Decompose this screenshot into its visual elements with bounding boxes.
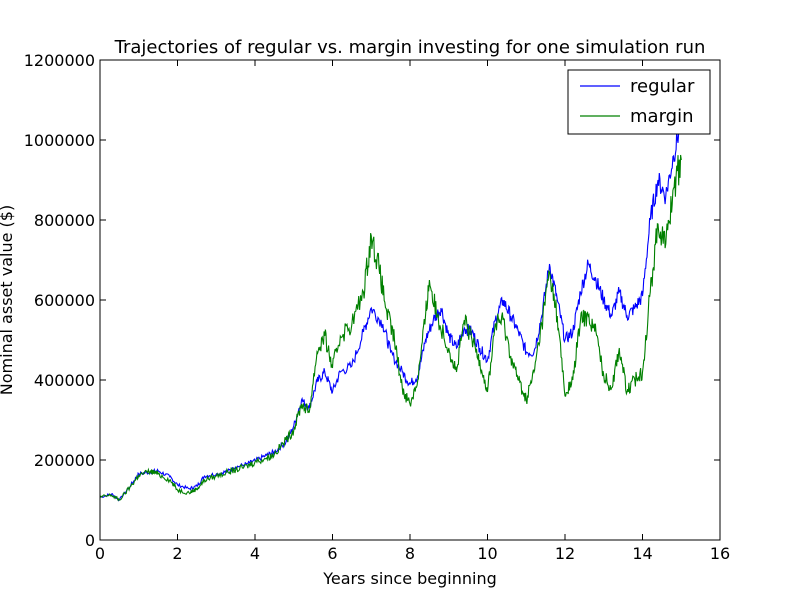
x-axis-label: Years since beginning [322,569,497,588]
y-tick-label: 1200000 [24,51,95,70]
x-tick-label: 16 [710,544,730,563]
legend-label-margin: margin [630,106,693,127]
legend-label-regular: regular [630,76,695,97]
legend-box [567,69,711,135]
x-tick-label: 8 [405,544,415,563]
y-axis-label: Nominal asset value ($) [0,205,16,395]
series-layer [99,110,682,502]
y-tick-label: 1000000 [24,131,95,150]
y-tick-label: 0 [85,531,95,550]
x-tick-label: 0 [95,544,105,563]
chart-title: Trajectories of regular vs. margin inves… [114,37,706,58]
x-tick-label: 6 [327,544,337,563]
y-tick-label: 600000 [34,291,95,310]
y-tick-label: 400000 [34,371,95,390]
legend: regular margin [567,69,711,135]
series-line-regular [99,110,682,502]
x-tick-label: 14 [632,544,652,563]
x-tick-label: 10 [477,544,497,563]
x-tick-label: 2 [172,544,182,563]
y-tick-label: 200000 [34,451,95,470]
series-line-margin [99,154,682,502]
x-tick-label: 4 [250,544,260,563]
x-tick-label: 12 [555,544,575,563]
y-tick-label: 800000 [34,211,95,230]
y-axis: 0 200000 400000 600000 800000 1000000 1200000 [24,51,720,550]
x-axis: 0 2 4 6 8 10 12 14 16 [95,60,730,563]
